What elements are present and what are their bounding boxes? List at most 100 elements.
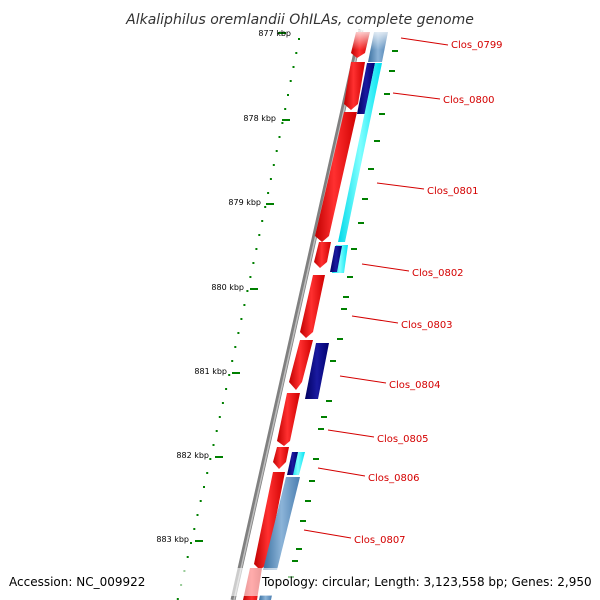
scale-dot [209,458,212,460]
feature-ticks [288,50,398,578]
feature-tick [358,222,364,224]
scale-dot [218,416,221,418]
feature-tick [313,458,319,460]
scale-dot [278,136,281,138]
cds-arrow[interactable] [289,340,313,390]
scale-dot [240,318,243,320]
tick-label: 879 kbp [228,198,261,207]
scale-dot [228,374,231,376]
feature-tick [318,428,324,430]
feature-tick [362,198,368,200]
scale-dot [292,66,295,68]
feature-tick [296,548,302,550]
scale-dot [225,388,228,390]
gene-label[interactable]: Clos_0804 [389,380,441,391]
scale-dot [231,360,234,362]
gene-label[interactable]: Clos_0802 [412,268,464,279]
feature-block-navy[interactable] [357,63,375,114]
gene-label[interactable]: Clos_0799 [451,40,503,51]
feature-tick [341,308,347,310]
tick-label: 877 kbp [258,29,291,38]
feature-block-navy[interactable] [305,343,329,399]
feature-tick [368,168,374,170]
scale-dot [193,528,196,530]
cds-arrow[interactable] [277,393,300,446]
gene-label[interactable]: Clos_0807 [354,535,406,546]
scale-dot [284,108,287,110]
gene-label[interactable]: Clos_0805 [377,434,429,445]
gene-label[interactable]: Clos_0806 [368,473,420,484]
scale-dot [221,402,224,404]
feature-block-steelblue[interactable] [259,595,272,600]
leader-line [339,375,387,384]
scale-dot [289,80,292,82]
top-fade [330,30,400,50]
cds-arrow[interactable] [273,447,289,469]
backbone-line-inner [233,29,363,600]
scale-dot [258,234,261,236]
backbone-line [230,29,364,600]
cds-arrow[interactable] [300,275,325,338]
leader-line [392,92,441,100]
scale-dot [269,178,272,180]
scale-dot [252,262,255,264]
feature-tick [292,560,298,562]
feature-block-cyan[interactable] [338,63,382,242]
feature-tick [379,113,385,115]
feature-tick [343,296,349,298]
forward-cds-track [243,32,370,600]
tick-label: 882 kbp [176,451,209,460]
scale-dot [199,500,202,502]
scale-dot [246,290,249,292]
feature-tick [309,480,315,482]
map-title: Alkaliphilus oremlandii OhILAs, complete… [125,12,474,28]
scale-dot [295,52,298,54]
scale-dot [267,192,270,194]
leader-line [351,315,399,324]
scale-dot [190,542,192,544]
scale-dot [275,150,278,152]
gene-label[interactable]: Clos_0803 [401,320,453,331]
tick-mark [278,32,286,34]
feature-tick [389,70,395,72]
tick-mark [195,540,203,542]
scale-dot [234,346,237,348]
leader-line [400,37,449,46]
cds-arrow[interactable] [344,62,365,110]
scale-dot [287,94,289,96]
scale-dot [243,304,246,306]
cds-arrow[interactable] [254,472,285,570]
cds-arrow[interactable] [314,242,331,268]
scale-ticks: 877 kbp 878 kbp 879 kbp 880 kbp 881 kbp … [156,29,291,544]
feature-tick [300,520,306,522]
scale-dot [272,164,275,166]
scale-dot [206,472,209,474]
feature-tick [330,360,336,362]
feature-block-cyan[interactable] [291,452,305,475]
feature-tick [326,400,332,402]
tick-mark [250,288,258,290]
feature-tick [384,93,390,95]
leader-line [303,529,352,539]
leader-line [317,467,366,477]
reverse-cds-track [259,32,388,600]
leader-line [376,182,425,190]
leader-line [361,263,410,272]
scale-dot [176,598,179,600]
scale-dot [196,514,199,516]
feature-block-steelblue[interactable] [263,477,300,570]
tick-mark [282,119,290,121]
cds-arrow[interactable] [315,112,357,242]
genome-summary-text: Topology: circular; Length: 3,123,558 bp… [261,575,592,589]
feature-block-navy[interactable] [287,452,298,475]
tick-label: 883 kbp [156,535,189,544]
tick-mark [232,372,240,374]
feature-block-navy[interactable] [330,246,342,272]
leader-line [327,429,375,438]
tick-mark [215,456,223,458]
gene-label[interactable]: Clos_0800 [443,95,495,106]
feature-tick [321,416,327,418]
tick-label: 881 kbp [194,367,227,376]
gene-label[interactable]: Clos_0801 [427,186,479,197]
